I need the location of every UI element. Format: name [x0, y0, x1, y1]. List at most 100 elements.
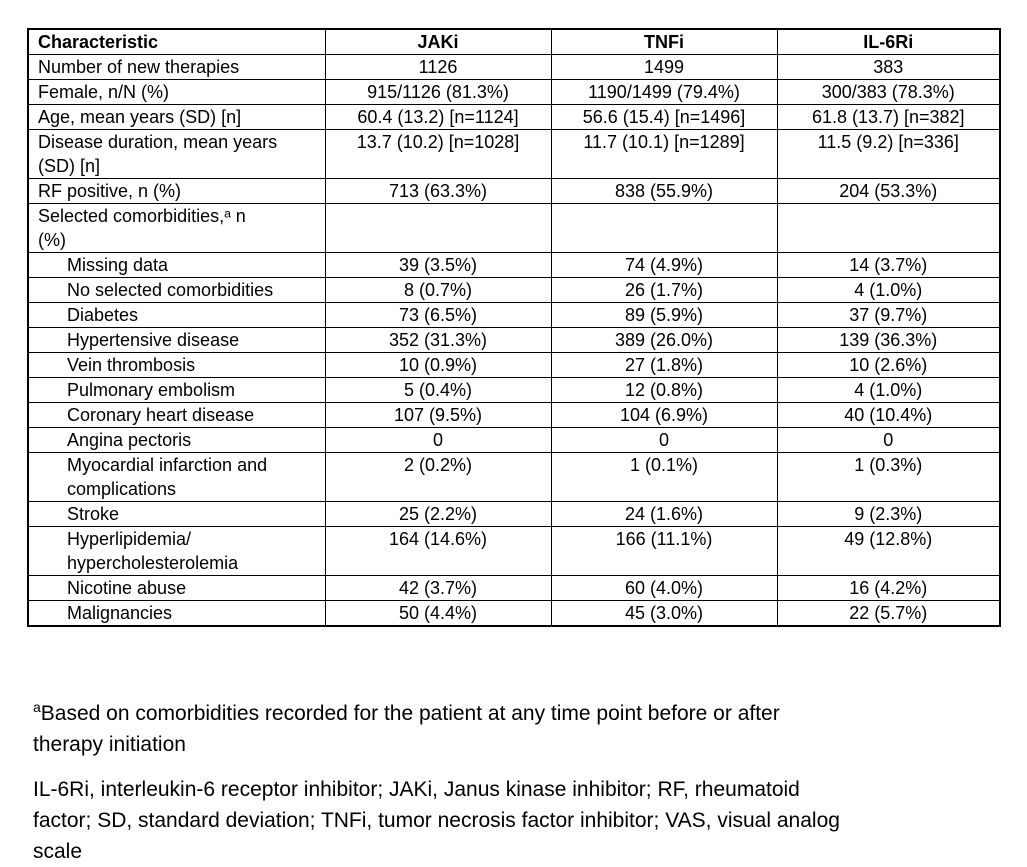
row-label: Malignancies: [27, 600, 326, 627]
row-value: 49 (12.8%): [776, 526, 1001, 576]
row-label: Vein thrombosis: [27, 352, 326, 378]
row-label: Hypertensive disease: [27, 327, 326, 353]
row-label: Myocardial infarction and complications: [27, 452, 326, 502]
row-label: Number of new therapies: [27, 54, 326, 80]
row-value: 107 (9.5%): [324, 402, 552, 428]
row-label: Coronary heart disease: [27, 402, 326, 428]
row-value: 166 (11.1%): [550, 526, 778, 576]
row-value: 204 (53.3%): [776, 178, 1001, 204]
table-row: Myocardial infarction and complications 2…: [27, 452, 1001, 502]
row-label: Disease duration, mean years (SD) [n]: [27, 129, 326, 179]
row-value: 104 (6.9%): [550, 402, 778, 428]
row-value: 4 (1.0%): [776, 377, 1001, 403]
row-label: Nicotine abuse: [27, 575, 326, 601]
row-value: 26 (1.7%): [550, 277, 778, 303]
row-label: Selected comorbidities,ᵃ n (%): [27, 203, 326, 253]
row-value: 56.6 (15.4) [n=1496]: [550, 104, 778, 130]
row-value: 11.5 (9.2) [n=336]: [776, 129, 1001, 179]
row-value: 13.7 (10.2) [n=1028]: [324, 129, 552, 179]
row-value: 5 (0.4%): [324, 377, 552, 403]
row-value: 61.8 (13.7) [n=382]: [776, 104, 1001, 130]
column-header-tnfi: TNFi: [550, 28, 778, 55]
table-row: Malignancies 50 (4.4%) 45 (3.0%) 22 (5.7%): [27, 600, 1001, 627]
table-row: Disease duration, mean years (SD) [n] 13.…: [27, 129, 1001, 179]
row-value: [776, 203, 1001, 253]
table-row: Number of new therapies 1126 1499 383: [27, 54, 1001, 80]
table-row: Nicotine abuse 42 (3.7%) 60 (4.0%) 16 (4.2%…: [27, 575, 1001, 601]
row-value: 24 (1.6%): [550, 501, 778, 527]
row-value: 139 (36.3%): [776, 327, 1001, 353]
row-label: Missing data: [27, 252, 326, 278]
row-value: 22 (5.7%): [776, 600, 1001, 627]
row-value: 164 (14.6%): [324, 526, 552, 576]
table-row: Coronary heart disease 107 (9.5%) 104 (6.9…: [27, 402, 1001, 428]
table-row: Hyperlipidemia/ hypercholesterolemia 164 …: [27, 526, 1001, 576]
row-value: 12 (0.8%): [550, 377, 778, 403]
row-label: Hyperlipidemia/ hypercholesterolemia: [27, 526, 326, 576]
footnote-a-marker: a: [33, 699, 41, 715]
row-value: 10 (2.6%): [776, 352, 1001, 378]
row-value: 300/383 (78.3%): [776, 79, 1001, 105]
row-value: 0: [324, 427, 552, 453]
row-value: 50 (4.4%): [324, 600, 552, 627]
abbreviations-text: IL-6Ri, interleukin-6 receptor inhibitor…: [33, 778, 840, 863]
row-value: 9 (2.3%): [776, 501, 1001, 527]
row-value: 1190/1499 (79.4%): [550, 79, 778, 105]
row-value: 1499: [550, 54, 778, 80]
table-row: Missing data 39 (3.5%) 74 (4.9%) 14 (3.7%): [27, 252, 1001, 278]
table-header-row: Characteristic JAKi TNFi IL-6Ri: [27, 28, 1001, 55]
table-row: Stroke 25 (2.2%) 24 (1.6%) 9 (2.3%): [27, 501, 1001, 527]
table-row: Diabetes 73 (6.5%) 89 (5.9%) 37 (9.7%): [27, 302, 1001, 328]
row-label: Angina pectoris: [27, 427, 326, 453]
row-value: [324, 203, 552, 253]
row-value: [550, 203, 778, 253]
row-value: 37 (9.7%): [776, 302, 1001, 328]
table-row: Angina pectoris 0 0 0: [27, 427, 1001, 453]
row-label: RF positive, n (%): [27, 178, 326, 204]
row-value: 4 (1.0%): [776, 277, 1001, 303]
row-value: 11.7 (10.1) [n=1289]: [550, 129, 778, 179]
row-value: 352 (31.3%): [324, 327, 552, 353]
row-value: 0: [776, 427, 1001, 453]
row-value: 74 (4.9%): [550, 252, 778, 278]
table-row: No selected comorbidities 8 (0.7%) 26 (1.7…: [27, 277, 1001, 303]
row-value: 1 (0.3%): [776, 452, 1001, 502]
row-value: 45 (3.0%): [550, 600, 778, 627]
row-label: Pulmonary embolism: [27, 377, 326, 403]
row-value: 838 (55.9%): [550, 178, 778, 204]
row-value: 60.4 (13.2) [n=1124]: [324, 104, 552, 130]
footnote-a: aBased on comorbidities recorded for the…: [33, 698, 983, 760]
row-value: 1 (0.1%): [550, 452, 778, 502]
row-value: 60 (4.0%): [550, 575, 778, 601]
table-row: Hypertensive disease 352 (31.3%) 389 (26.0…: [27, 327, 1001, 353]
table-container: Characteristic JAKi TNFi IL-6Ri Number o…: [27, 28, 1001, 627]
row-value: 39 (3.5%): [324, 252, 552, 278]
row-value: 713 (63.3%): [324, 178, 552, 204]
row-value: 915/1126 (81.3%): [324, 79, 552, 105]
table-row: Pulmonary embolism 5 (0.4%) 12 (0.8%) 4 (1.…: [27, 377, 1001, 403]
row-value: 25 (2.2%): [324, 501, 552, 527]
row-value: 14 (3.7%): [776, 252, 1001, 278]
row-value: 10 (0.9%): [324, 352, 552, 378]
row-label: No selected comorbidities: [27, 277, 326, 303]
table-row: RF positive, n (%) 713 (63.3%) 838 (55.9%)…: [27, 178, 1001, 204]
row-value: 40 (10.4%): [776, 402, 1001, 428]
column-header-il6ri: IL-6Ri: [776, 28, 1001, 55]
row-value: 389 (26.0%): [550, 327, 778, 353]
row-label: Stroke: [27, 501, 326, 527]
table-body: Number of new therapies 1126 1499 383 Female…: [27, 54, 1001, 627]
row-value: 2 (0.2%): [324, 452, 552, 502]
row-label: Age, mean years (SD) [n]: [27, 104, 326, 130]
row-value: 73 (6.5%): [324, 302, 552, 328]
row-label: Diabetes: [27, 302, 326, 328]
table-row: Selected comorbidities,ᵃ n (%): [27, 203, 1001, 253]
row-value: 16 (4.2%): [776, 575, 1001, 601]
row-value: 42 (3.7%): [324, 575, 552, 601]
row-value: 8 (0.7%): [324, 277, 552, 303]
table-row: Vein thrombosis 10 (0.9%) 27 (1.8%) 10 (2.6…: [27, 352, 1001, 378]
row-value: 89 (5.9%): [550, 302, 778, 328]
table-row: Female, n/N (%) 915/1126 (81.3%) 1190/1499…: [27, 79, 1001, 105]
characteristics-table: Characteristic JAKi TNFi IL-6Ri Number o…: [27, 28, 1001, 627]
column-header-characteristic: Characteristic: [27, 28, 326, 55]
